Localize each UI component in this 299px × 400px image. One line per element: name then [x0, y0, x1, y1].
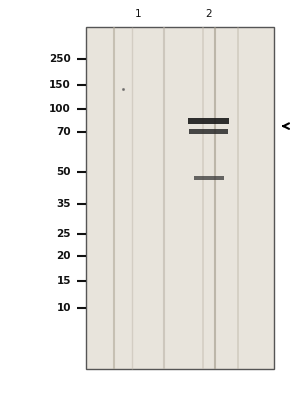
FancyBboxPatch shape	[188, 118, 229, 124]
Text: 25: 25	[57, 229, 71, 239]
FancyBboxPatch shape	[86, 27, 274, 369]
Text: 1: 1	[134, 9, 141, 19]
Text: 50: 50	[57, 167, 71, 177]
Text: 35: 35	[57, 199, 71, 209]
Text: 150: 150	[49, 80, 71, 90]
Text: 2: 2	[205, 9, 212, 19]
Text: 20: 20	[57, 252, 71, 262]
Text: 15: 15	[57, 276, 71, 286]
Text: 70: 70	[57, 127, 71, 137]
FancyBboxPatch shape	[190, 129, 228, 134]
Text: 10: 10	[57, 303, 71, 313]
Text: 100: 100	[49, 104, 71, 114]
Text: 250: 250	[49, 54, 71, 64]
FancyBboxPatch shape	[194, 176, 224, 180]
